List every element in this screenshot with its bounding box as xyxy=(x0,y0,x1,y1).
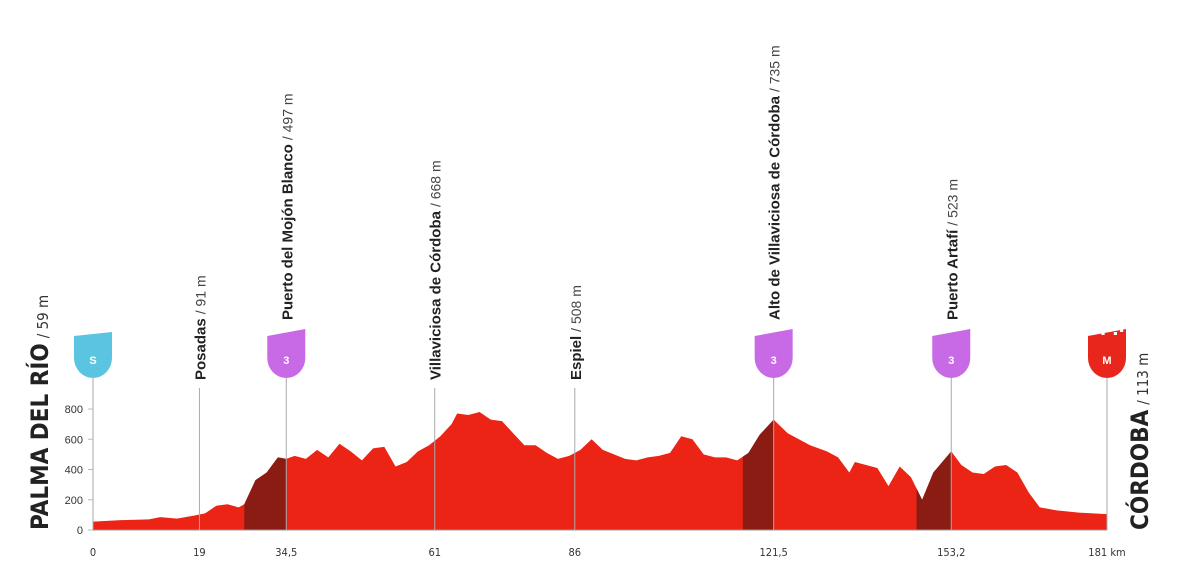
waypoint-label: Puerto Artafí / 523 m xyxy=(944,179,961,320)
badge-label: 3 xyxy=(948,355,954,367)
badge: 3 xyxy=(932,329,971,378)
elevation-area xyxy=(93,412,1107,530)
x-tick-label: 61 xyxy=(428,546,441,559)
badge: S xyxy=(74,332,112,378)
waypoint-elevation: / 497 m xyxy=(279,93,295,140)
badge-label: 3 xyxy=(771,355,777,367)
x-tick-label: 86 xyxy=(568,546,581,559)
badge: 3 xyxy=(754,329,793,378)
y-tick-label: 200 xyxy=(65,495,83,507)
checker xyxy=(1101,332,1105,335)
x-tick-label: 19 xyxy=(193,546,206,559)
place-elevation: / 59 m xyxy=(34,295,52,338)
waypoint-name: Alto de Villaviciosa de Córdoba xyxy=(767,95,784,320)
waypoint-name: Espiel xyxy=(568,336,585,380)
waypoint-label: Espiel / 508 m xyxy=(568,285,585,380)
place-name: CÓRDOBA xyxy=(1124,409,1154,530)
badge-shape xyxy=(754,329,793,378)
badge-label: S xyxy=(89,355,96,367)
checker xyxy=(1095,329,1099,332)
place-name: PALMA DEL RÍO xyxy=(25,343,54,530)
waypoint-elevation: / 523 m xyxy=(944,179,960,226)
climb-segment xyxy=(742,419,774,530)
badge-shape xyxy=(267,329,306,378)
climb-segment xyxy=(916,451,952,530)
place-label: CÓRDOBA / 113 m xyxy=(1124,353,1154,530)
waypoint-label: Posadas / 91 m xyxy=(192,275,209,380)
waypoint-elevation: / 508 m xyxy=(568,285,584,332)
climb-segment xyxy=(244,457,287,530)
waypoint-label: Villaviciosa de Córdoba / 668 m xyxy=(428,160,445,380)
place-elevation: / 113 m xyxy=(1134,353,1152,405)
x-tick-label: 181 km xyxy=(1088,546,1125,559)
badge-label: 3 xyxy=(283,355,289,367)
waypoint-name: Villaviciosa de Córdoba xyxy=(428,210,445,380)
x-tick-label: 34,5 xyxy=(275,546,297,559)
waypoint-elevation: / 91 m xyxy=(192,275,208,314)
checker xyxy=(1120,329,1124,332)
badge-shape xyxy=(932,329,971,378)
y-tick-label: 800 xyxy=(65,404,83,416)
waypoint-label: Puerto del Mojón Blanco / 497 m xyxy=(279,93,296,320)
waypoint-elevation: / 735 m xyxy=(767,45,783,92)
waypoint-label: Alto de Villaviciosa de Córdoba / 735 m xyxy=(767,45,784,320)
x-tick-label: 0 xyxy=(90,546,96,559)
y-tick-label: 600 xyxy=(65,434,83,446)
badge-shape xyxy=(74,332,112,378)
y-tick-label: 0 xyxy=(77,525,83,537)
y-tick-label: 400 xyxy=(65,465,83,477)
waypoint-elevation: / 668 m xyxy=(428,160,444,207)
checker xyxy=(1107,329,1111,332)
waypoint-name: Puerto del Mojón Blanco xyxy=(279,144,296,320)
waypoint-name: Posadas xyxy=(192,318,209,380)
badge-shape xyxy=(1088,329,1126,378)
x-tick-label: 153,2 xyxy=(937,546,965,559)
checker xyxy=(1113,332,1117,335)
x-tick-label: 121,5 xyxy=(760,546,788,559)
checker xyxy=(1089,332,1093,335)
badge-label: M xyxy=(1102,355,1111,367)
place-label: PALMA DEL RÍO / 59 m xyxy=(25,295,54,530)
badge: 3 xyxy=(267,329,306,378)
waypoint-name: Puerto Artafí xyxy=(944,229,961,320)
badge: M xyxy=(1088,329,1126,378)
